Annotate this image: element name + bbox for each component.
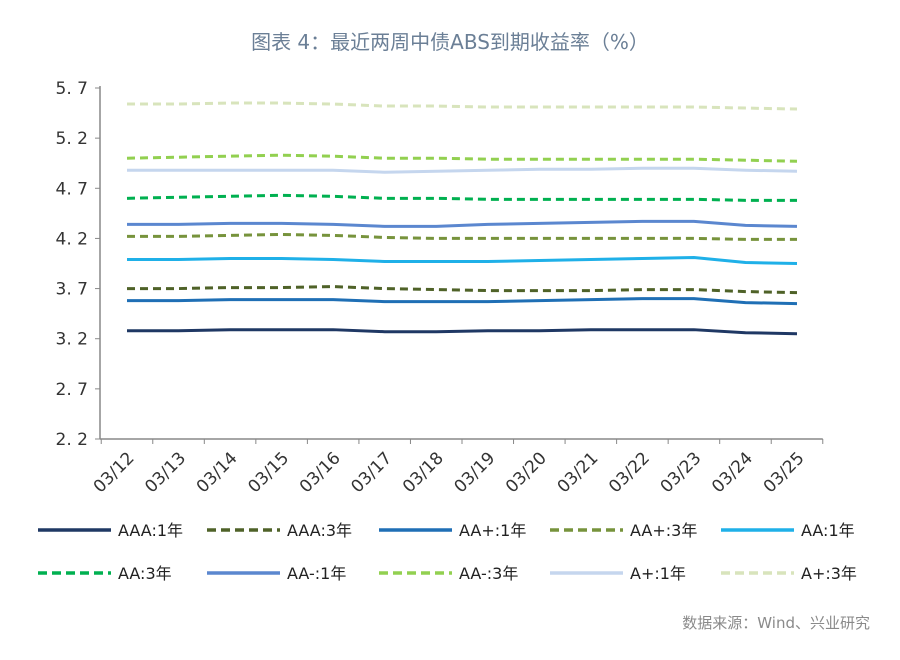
series-line <box>127 328 798 336</box>
x-tick-label: 03/24 <box>708 448 757 497</box>
series-line <box>127 101 798 111</box>
legend-label: AA:3年 <box>118 564 172 583</box>
x-tick-label: 03/15 <box>244 448 293 497</box>
chart-title: 图表 4：最近两周中债ABS到期收益率（%） <box>251 30 649 54</box>
series-line <box>126 193 797 202</box>
legend-label: AA-:1年 <box>287 564 346 583</box>
y-tick-label: 5. 2 <box>56 129 88 149</box>
x-tick-label: 03/23 <box>657 448 706 497</box>
x-tick-label: 03/25 <box>760 448 809 497</box>
legend-label: A+:1年 <box>630 564 686 583</box>
series-line <box>126 153 798 163</box>
legend-label: AAA:3年 <box>287 521 352 540</box>
legend-label: AA:1年 <box>801 521 855 540</box>
legend-label: AA+:1年 <box>459 521 526 540</box>
source-note: 数据来源：Wind、兴业研究 <box>682 614 870 632</box>
x-tick-label: 03/20 <box>502 448 551 497</box>
x-tick-label: 03/14 <box>193 448 242 497</box>
series-line <box>127 232 797 241</box>
y-tick-label: 4. 7 <box>56 179 88 199</box>
x-tick-label: 03/22 <box>605 448 654 497</box>
series-line <box>127 219 798 228</box>
series-line <box>127 255 798 265</box>
legend-label: AA-:3年 <box>459 564 518 583</box>
x-tick-label: 03/12 <box>90 448 139 497</box>
series-line <box>127 297 798 306</box>
y-tick-label: 4. 2 <box>56 229 88 249</box>
x-tick-label: 03/16 <box>296 448 345 497</box>
y-tick-label: 5. 7 <box>56 79 88 99</box>
legend-label: AA+:3年 <box>630 521 697 540</box>
y-tick-label: 3. 2 <box>56 330 88 350</box>
series-line <box>127 285 798 295</box>
x-tick-label: 03/18 <box>399 448 448 497</box>
x-tick-label: 03/19 <box>451 448 500 497</box>
legend-label: A+:3年 <box>801 564 857 583</box>
x-tick-label: 03/21 <box>554 448 603 497</box>
y-tick-label: 3. 7 <box>56 280 88 300</box>
y-tick-label: 2. 2 <box>56 430 88 450</box>
x-tick-label: 03/17 <box>347 448 396 497</box>
y-tick-label: 2. 7 <box>56 380 88 400</box>
x-tick-label: 03/13 <box>141 448 190 497</box>
legend-label: AAA:1年 <box>118 521 183 540</box>
series-line <box>127 166 798 174</box>
